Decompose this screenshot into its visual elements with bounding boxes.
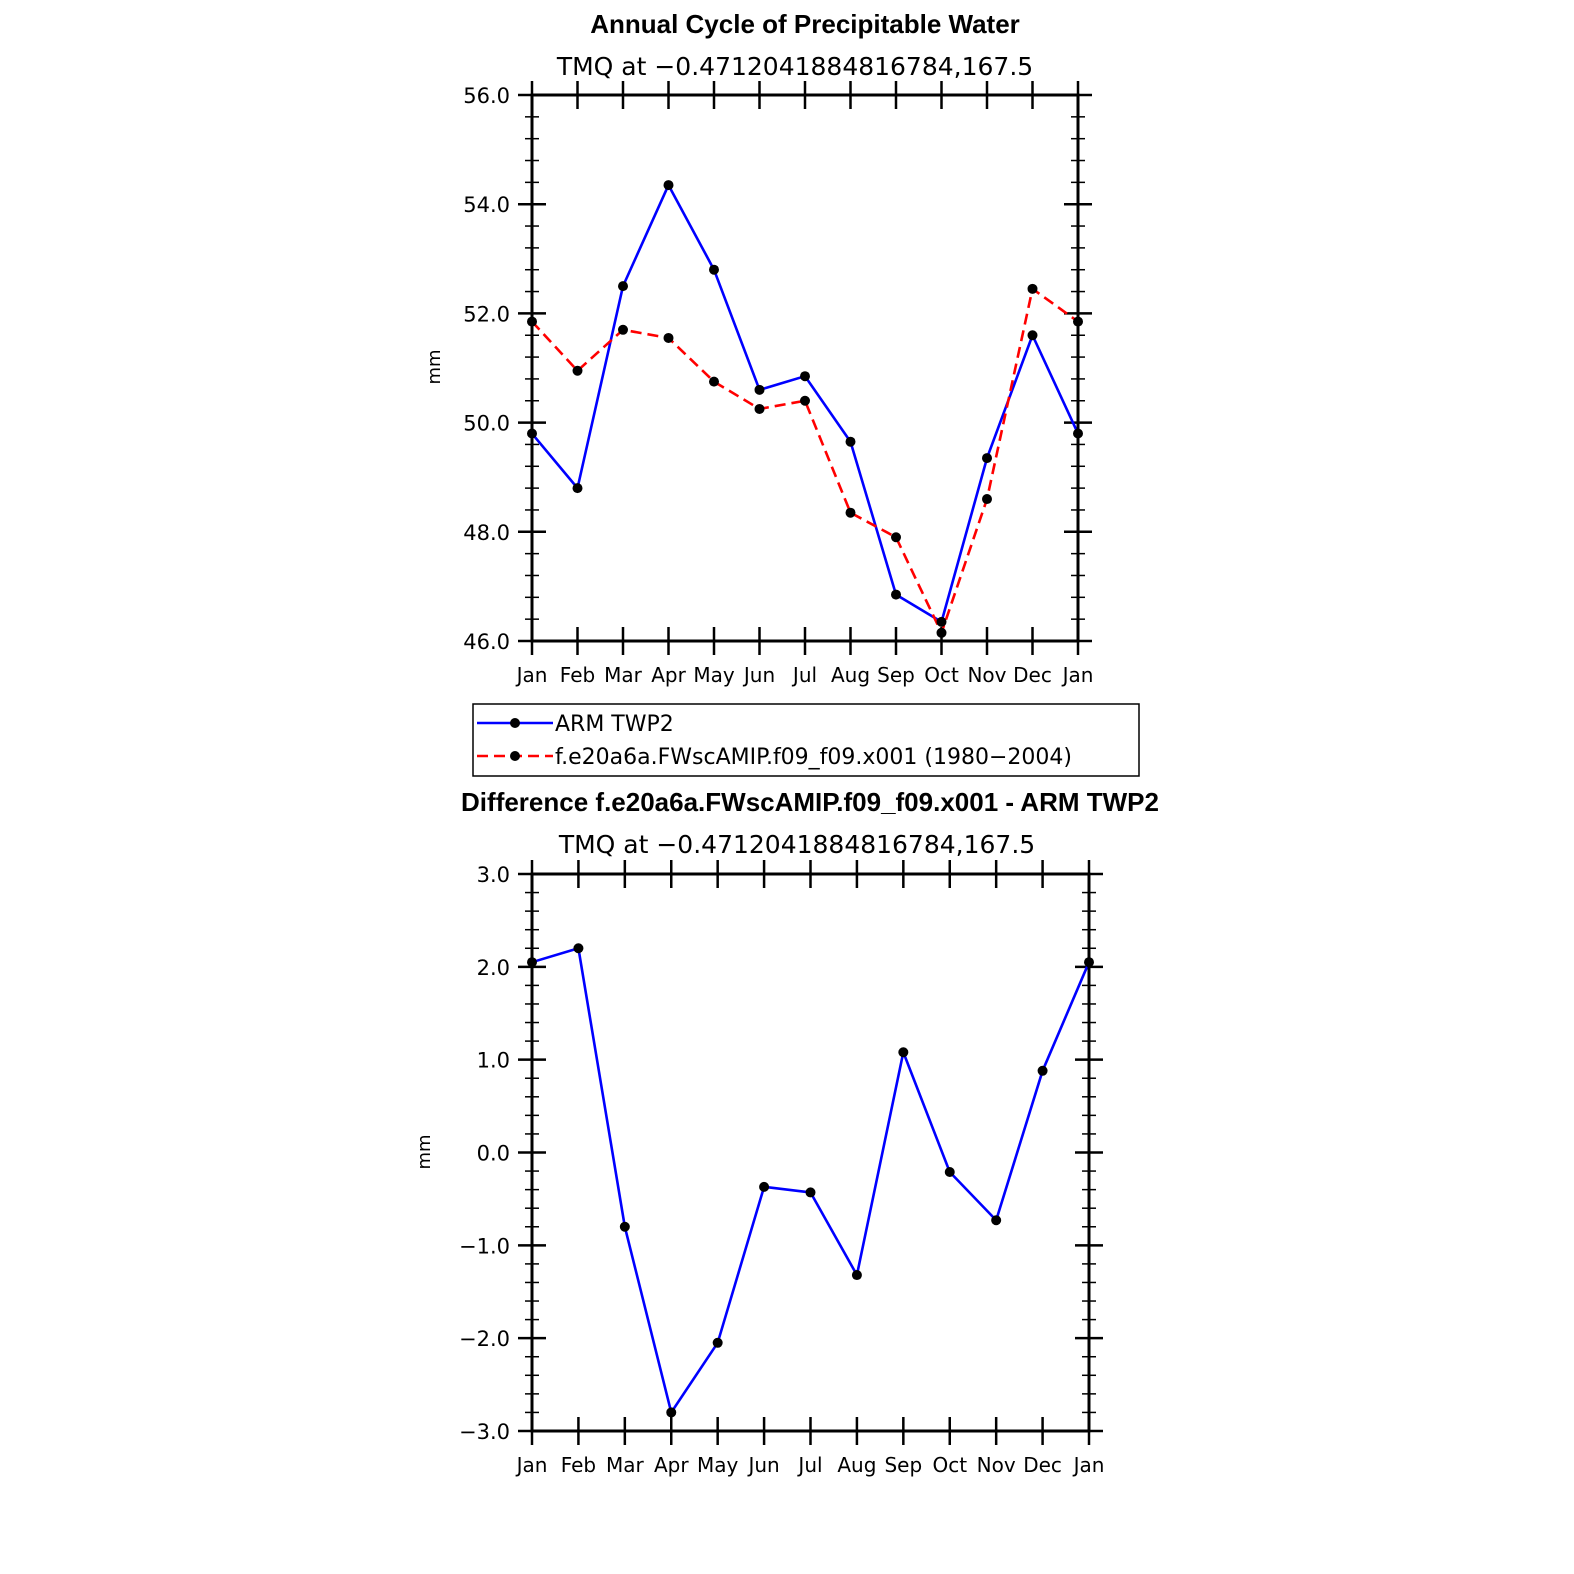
data-point-series-1 xyxy=(1027,283,1038,294)
data-point-series-0 xyxy=(805,1187,816,1198)
data-point-series-0 xyxy=(709,264,719,275)
chart-subtitle: TMQ at −0.4712041884816784,167.5 xyxy=(556,52,1033,81)
data-point-series-0 xyxy=(991,1215,1002,1226)
plot-frame xyxy=(530,93,1080,643)
data-point-series-0 xyxy=(898,1047,909,1058)
series-line-0 xyxy=(531,946,1091,1414)
chart-title: Annual Cycle of Precipitable Water xyxy=(590,9,1020,39)
data-point-series-0 xyxy=(666,1407,677,1418)
data-point-series-1 xyxy=(618,324,628,335)
legend-marker-model xyxy=(510,751,520,761)
chart-subtitle: TMQ at −0.4712041884816784,167.5 xyxy=(558,830,1035,859)
y-tick-label: 1.0 xyxy=(477,1049,510,1073)
legend-marker-arm xyxy=(510,718,520,728)
y-tick-label: 46.0 xyxy=(463,630,510,654)
x-tick-label: Mar xyxy=(606,1453,645,1477)
data-point-series-1 xyxy=(845,507,856,518)
data-point-series-0 xyxy=(1037,1065,1048,1076)
y-tick-label: 0.0 xyxy=(477,1142,510,1166)
data-point-series-0 xyxy=(712,1337,723,1348)
legend-label-model: f.e20a6a.FWscAMIP.f09_f09.x001 (1980−200… xyxy=(555,745,1072,770)
x-tick-label: Jul xyxy=(796,1453,822,1477)
data-point-series-1 xyxy=(982,494,992,505)
data-point-series-0 xyxy=(572,483,583,494)
data-point-series-0 xyxy=(845,436,856,447)
x-tick-label: Jan xyxy=(515,1453,548,1477)
x-tick-label: Jan xyxy=(1072,1453,1105,1477)
data-point-series-0 xyxy=(759,1181,770,1192)
data-point-series-1 xyxy=(800,395,810,406)
x-tick-label: Dec xyxy=(1013,663,1052,687)
x-tick-label: Sep xyxy=(877,663,915,687)
data-point-series-1 xyxy=(572,365,583,376)
y-tick-label: 48.0 xyxy=(463,521,510,545)
x-tick-labels: Jan Feb Mar Apr May Jun Jul Aug Sep Oct Nov Dec Jan xyxy=(515,663,1094,687)
data-point-series-0 xyxy=(936,616,947,627)
data-point-series-1 xyxy=(709,376,719,387)
x-tick-label: Nov xyxy=(977,1453,1016,1477)
legend-box xyxy=(472,703,1140,777)
legend-label-arm: ARM TWP2 xyxy=(555,712,674,737)
y-tick-label: 54.0 xyxy=(463,193,510,217)
annual-cycle-chart: Annual Cycle of Precipitable Water TMQ a… xyxy=(424,9,1093,687)
data-point-series-0 xyxy=(851,1270,862,1281)
y-tick-label: −3.0 xyxy=(459,1420,510,1444)
y-tick-label: 52.0 xyxy=(463,302,510,326)
tick-marks xyxy=(518,860,1103,1445)
x-tick-label: Feb xyxy=(561,1453,596,1477)
x-tick-label: Jun xyxy=(746,1453,779,1477)
x-tick-label: Oct xyxy=(924,663,959,687)
x-tick-label: Jul xyxy=(791,663,817,687)
x-tick-label: Mar xyxy=(604,663,643,687)
data-point-series-0 xyxy=(663,180,674,191)
plot-frame xyxy=(530,872,1091,1433)
series-line-1 xyxy=(531,287,1079,635)
data-point-series-1 xyxy=(891,532,901,543)
legend: ARM TWP2 f.e20a6a.FWscAMIP.f09_f09.x001 … xyxy=(472,703,1140,777)
data-point-series-1 xyxy=(754,403,765,414)
data-point-series-0 xyxy=(754,384,765,395)
data-point-series-0 xyxy=(800,371,810,382)
x-tick-label: Apr xyxy=(651,663,686,687)
y-tick-label: 3.0 xyxy=(477,863,510,887)
x-tick-label: Aug xyxy=(837,1453,876,1477)
x-tick-label: Jan xyxy=(515,663,548,687)
x-tick-label: Jan xyxy=(1061,663,1094,687)
y-axis-label: mm xyxy=(414,1134,435,1169)
difference-chart: Difference f.e20a6a.FWscAMIP.f09_f09.x00… xyxy=(414,787,1159,1477)
x-tick-label: Sep xyxy=(884,1453,922,1477)
x-tick-label: Apr xyxy=(654,1453,689,1477)
x-tick-label: Oct xyxy=(932,1453,967,1477)
data-point-series-0 xyxy=(1027,330,1038,341)
y-tick-label: 56.0 xyxy=(463,84,510,108)
data-point-series-0 xyxy=(619,1221,630,1232)
x-tick-label: Nov xyxy=(967,663,1006,687)
data-point-series-1 xyxy=(936,627,947,638)
series-lines xyxy=(527,943,1094,1418)
series-lines xyxy=(527,180,1083,638)
y-tick-label: 2.0 xyxy=(477,956,510,980)
x-tick-label: Dec xyxy=(1023,1453,1062,1477)
data-point-series-0 xyxy=(944,1166,955,1177)
y-tick-labels: 3.0 2.0 1.0 0.0 −1.0 −2.0 −3.0 xyxy=(459,863,510,1444)
x-tick-label: Feb xyxy=(560,663,595,687)
chart-title: Difference f.e20a6a.FWscAMIP.f09_f09.x00… xyxy=(461,787,1159,817)
x-tick-labels: Jan Feb Mar Apr May Jun Jul Aug Sep Oct Nov Dec Jan xyxy=(515,1453,1105,1477)
y-tick-label: −1.0 xyxy=(459,1234,510,1258)
x-tick-label: May xyxy=(697,1453,739,1477)
y-tick-label: −2.0 xyxy=(459,1327,510,1351)
x-tick-label: Jun xyxy=(742,663,775,687)
data-point-series-0 xyxy=(618,281,628,292)
y-tick-labels: 56.0 54.0 52.0 50.0 48.0 46.0 xyxy=(463,84,510,654)
data-point-series-0 xyxy=(891,589,901,600)
data-point-series-0 xyxy=(573,943,584,954)
x-tick-label: May xyxy=(693,663,735,687)
x-tick-label: Aug xyxy=(831,663,870,687)
y-tick-label: 50.0 xyxy=(463,412,510,436)
y-axis-label: mm xyxy=(424,349,445,384)
data-point-series-0 xyxy=(982,453,992,464)
data-point-series-1 xyxy=(663,332,674,343)
